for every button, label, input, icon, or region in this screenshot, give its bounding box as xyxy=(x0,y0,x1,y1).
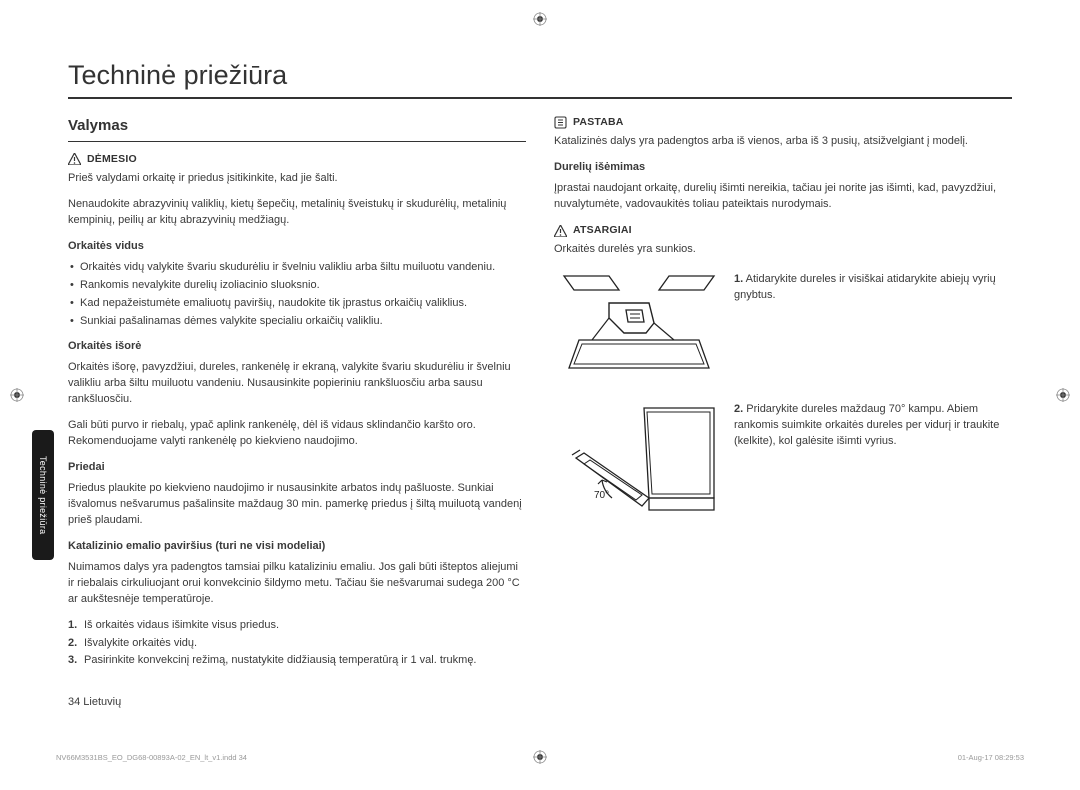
list-item: Rankomis nevalykite durelių izoliacinio … xyxy=(68,278,526,294)
print-marks: NV66M3531BS_EO_DG68-00893A-02_EN_lt_v1.i… xyxy=(56,753,1024,762)
demesio-p1: Prieš valydami orkaitę ir priedus įsitik… xyxy=(68,171,526,187)
num: 2. xyxy=(68,636,77,652)
step-2-text: 2. Pridarykite dureles maždaug 70° kampu… xyxy=(734,398,1012,450)
demesio-row: DĖMESIO xyxy=(68,152,526,167)
list-item: 1. Iš orkaitės vidaus išimkite visus prie… xyxy=(68,618,526,634)
page-footer: 34 Lietuvių xyxy=(68,696,121,708)
h-isore: Orkaitės išorė xyxy=(68,339,526,355)
note-icon xyxy=(554,116,567,129)
step-1-row: 1. Atidarykite dureles ir visiškai atida… xyxy=(554,268,1012,388)
step-text: Pasirinkite konvekcinį režimą, nustatyki… xyxy=(84,654,477,666)
isore-p2: Gali būti purvo ir riebalų, ypač aplink … xyxy=(68,418,526,450)
warning-triangle-icon xyxy=(554,225,567,237)
list-item: 3. Pasirinkite konvekcinį režimą, nustaty… xyxy=(68,653,526,669)
step-1-text: 1. Atidarykite dureles ir visiškai atida… xyxy=(734,268,1012,304)
list-item: Sunkiai pašalinamas dėmes valykite speci… xyxy=(68,314,526,330)
pastaba-p: Katalizinės dalys yra padengtos arba iš … xyxy=(554,134,1012,150)
section-rule xyxy=(68,141,526,142)
step-1-diagram xyxy=(554,268,724,388)
pastaba-label: PASTABA xyxy=(573,115,624,130)
dureliu-p: Įprastai naudojant orkaitę, durelių išim… xyxy=(554,181,1012,213)
warning-triangle-icon xyxy=(68,153,81,165)
print-file-info: NV66M3531BS_EO_DG68-00893A-02_EN_lt_v1.i… xyxy=(56,753,247,762)
atsargiai-row: ATSARGIAI xyxy=(554,223,1012,238)
katal-p: Nuimamos dalys yra padengtos tamsiai pil… xyxy=(68,560,526,608)
h-dureliu: Durelių išėmimas xyxy=(554,160,1012,176)
step-num: 2. xyxy=(734,403,743,415)
left-column: Valymas DĖMESIO Prieš valydami orkaitę i… xyxy=(68,115,526,675)
list-item: Orkaitės vidų valykite švariu skudurėliu… xyxy=(68,260,526,276)
step-num: 1. xyxy=(734,273,743,285)
step-body: Pridarykite dureles maždaug 70° kampu. A… xyxy=(734,403,999,447)
isore-p1: Orkaitės išorę, pavyzdžiui, dureles, ran… xyxy=(68,360,526,408)
h-priedai: Priedai xyxy=(68,460,526,476)
step-text: Išvalykite orkaitės vidų. xyxy=(84,637,197,649)
list-item: 2. Išvalykite orkaitės vidų. xyxy=(68,636,526,652)
list-item: Kad nepažeistumėte emaliuotų paviršių, n… xyxy=(68,296,526,312)
page-content: Techninė priežiūra Valymas DĖMESIO Prieš… xyxy=(0,0,1080,695)
num: 3. xyxy=(68,653,77,669)
priedai-p: Priedus plaukite po kiekvieno naudojimo … xyxy=(68,481,526,529)
vidus-list: Orkaitės vidų valykite švariu skudurėliu… xyxy=(68,260,526,330)
atsargiai-p: Orkaitės durelės yra sunkios. xyxy=(554,242,1012,258)
h-vidus: Orkaitės vidus xyxy=(68,239,526,255)
section-valymas: Valymas xyxy=(68,115,526,137)
step-text: Iš orkaitės vidaus išimkite visus priedu… xyxy=(84,619,279,631)
title-rule xyxy=(68,97,1012,99)
atsargiai-label: ATSARGIAI xyxy=(573,223,632,238)
demesio-label: DĖMESIO xyxy=(87,152,137,167)
page-title: Techninė priežiūra xyxy=(68,60,1012,91)
step-2-diagram: 70° xyxy=(554,398,724,518)
demesio-p2: Nenaudokite abrazyvinių valiklių, kietų … xyxy=(68,197,526,229)
right-column: PASTABA Katalizinės dalys yra padengtos … xyxy=(554,115,1012,675)
print-date-info: 01-Aug-17 08:29:53 xyxy=(958,753,1024,762)
columns: Valymas DĖMESIO Prieš valydami orkaitę i… xyxy=(68,115,1012,675)
katal-steps: 1. Iš orkaitės vidaus išimkite visus prie… xyxy=(68,618,526,670)
pastaba-row: PASTABA xyxy=(554,115,1012,130)
num: 1. xyxy=(68,618,77,634)
step-body: Atidarykite dureles ir visiškai atidaryk… xyxy=(734,273,996,301)
h-katal: Katalizinio emalio paviršius (turi ne vi… xyxy=(68,539,526,555)
step-2-row: 70° 2. Pridarykite dureles maždaug 70° k… xyxy=(554,398,1012,518)
